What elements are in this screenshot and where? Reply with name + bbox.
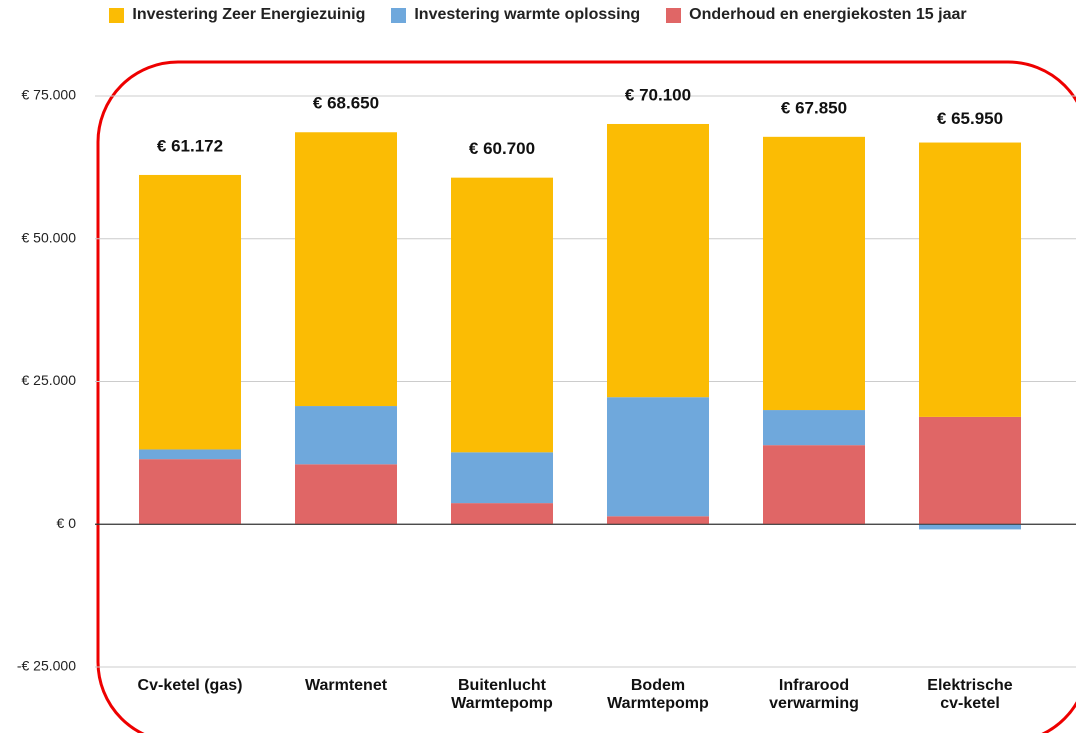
bar-segment <box>763 445 865 525</box>
bar-segment <box>607 123 709 398</box>
bar-segment <box>763 136 865 411</box>
legend-label: Investering warmte oplossing <box>414 6 641 23</box>
total-label: € 65.950 <box>937 109 1003 128</box>
x-tick-label: Buitenlucht Warmtepomp <box>451 677 553 712</box>
legend-swatch <box>666 7 682 23</box>
y-tick-label: € 25.000 <box>22 372 77 388</box>
bar-segment <box>451 503 553 525</box>
bar-segment <box>763 410 865 446</box>
y-tick-label: € 50.000 <box>22 229 77 245</box>
legend-item: Investering warmte oplossing <box>391 6 640 24</box>
x-tick-label: Bodem Warmtepomp <box>607 677 709 712</box>
bar-segment <box>919 524 1021 530</box>
y-tick-label: -€ 25.000 <box>17 658 76 674</box>
legend-item: Onderhoud en energiekosten 15 jaar <box>666 6 967 24</box>
bar-segment <box>607 516 709 525</box>
legend-swatch <box>391 7 407 23</box>
y-tick-label: € 0 <box>57 515 77 531</box>
total-label: € 60.700 <box>469 139 535 158</box>
bar-segment <box>295 464 397 525</box>
bar-segment <box>139 174 241 450</box>
bar-segment <box>919 142 1021 417</box>
x-tick-label: Warmtenet <box>304 677 388 694</box>
bar-segment <box>451 177 553 453</box>
bar-segment <box>139 459 241 525</box>
x-tick-label: Cv-ketel (gas) <box>137 677 243 694</box>
legend: Investering Zeer Energiezuinig Investerin… <box>0 6 1076 24</box>
bar-segment <box>139 449 241 460</box>
bar-segment <box>919 416 1021 525</box>
highlight-outline <box>96 60 1076 733</box>
x-tick-label: Infrarood verwarming <box>769 677 859 712</box>
total-label: € 67.850 <box>781 98 847 117</box>
total-label: € 68.650 <box>313 94 379 113</box>
bar-segment <box>451 452 553 504</box>
bar-segment <box>295 132 397 407</box>
legend-label: Investering Zeer Energiezuinig <box>132 6 366 23</box>
legend-swatch <box>109 7 125 23</box>
bar-segment <box>607 397 709 517</box>
total-label: € 61.172 <box>157 136 223 155</box>
total-label: € 70.100 <box>625 85 691 104</box>
bar-segment <box>295 406 397 465</box>
x-tick-label: Elektrische cv-ketel <box>927 677 1013 712</box>
legend-item: Investering Zeer Energiezuinig <box>109 6 365 24</box>
legend-label: Onderhoud en energiekosten 15 jaar <box>689 6 967 23</box>
y-tick-label: € 75.000 <box>22 87 77 103</box>
